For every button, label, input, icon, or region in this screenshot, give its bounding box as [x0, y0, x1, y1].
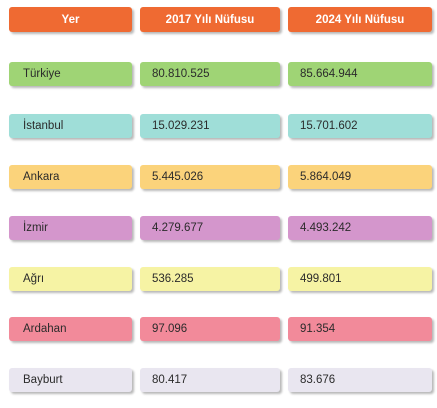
row-2024-cell: 5.864.049 — [288, 165, 432, 189]
row-2017-cell: 97.096 — [140, 317, 280, 341]
row-2017-cell: 15.029.231 — [140, 114, 280, 138]
row-place-cell: İzmir — [9, 216, 132, 240]
row-2024-cell: 15.701.602 — [288, 114, 432, 138]
header-place: Yer — [9, 7, 132, 32]
row-2024-cell: 91.354 — [288, 317, 432, 341]
row-2017-cell: 4.279.677 — [140, 216, 280, 240]
row-2017-cell: 80.417 — [140, 368, 280, 392]
row-2024-cell: 83.676 — [288, 368, 432, 392]
header-2024-population: 2024 Yılı Nüfusu — [288, 7, 432, 32]
header-2017-population: 2017 Yılı Nüfusu — [140, 7, 280, 32]
row-2024-cell: 4.493.242 — [288, 216, 432, 240]
row-2017-cell: 536.285 — [140, 267, 280, 291]
row-2024-cell: 499.801 — [288, 267, 432, 291]
row-place-cell: Bayburt — [9, 368, 132, 392]
row-place-cell: Türkiye — [9, 62, 132, 86]
row-place-cell: Ankara — [9, 165, 132, 189]
row-place-cell: İstanbul — [9, 114, 132, 138]
row-place-cell: Ağrı — [9, 267, 132, 291]
row-place-cell: Ardahan — [9, 317, 132, 341]
row-2017-cell: 80.810.525 — [140, 62, 280, 86]
row-2017-cell: 5.445.026 — [140, 165, 280, 189]
row-2024-cell: 85.664.944 — [288, 62, 432, 86]
